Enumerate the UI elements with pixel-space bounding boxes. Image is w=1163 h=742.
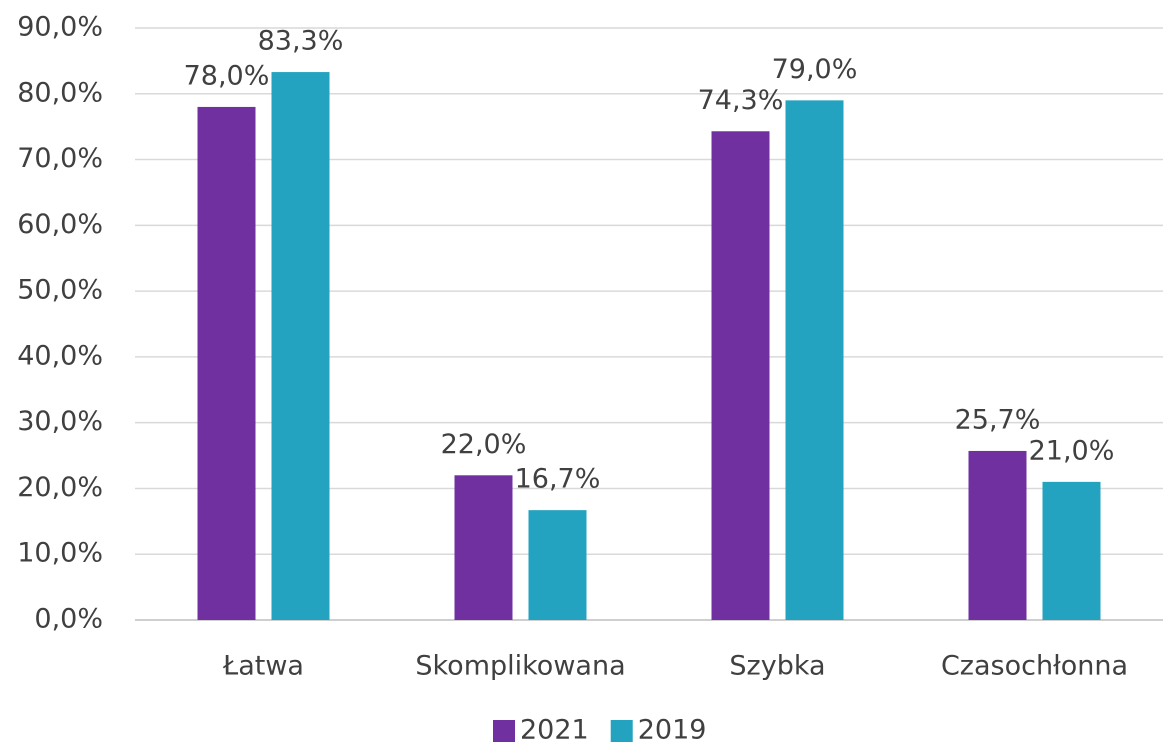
value-label: 79,0%	[772, 54, 858, 85]
value-label: 16,7%	[515, 464, 601, 495]
y-tick-label: 70,0%	[17, 143, 103, 174]
bar	[711, 131, 770, 620]
y-tick-label: 20,0%	[17, 472, 103, 503]
value-label: 78,0%	[184, 60, 270, 91]
value-label: 74,3%	[698, 85, 784, 116]
x-tick-label: Czasochłonna	[941, 651, 1128, 682]
legend-label: 2019	[638, 715, 707, 742]
y-tick-label: 90,0%	[17, 12, 103, 43]
legend-label: 2021	[520, 715, 589, 742]
bar	[1042, 481, 1101, 620]
bar	[528, 510, 587, 620]
value-label: 21,0%	[1029, 435, 1115, 466]
value-label: 83,3%	[258, 26, 344, 57]
bar	[968, 450, 1027, 620]
y-tick-label: 80,0%	[17, 77, 103, 108]
value-label: 25,7%	[955, 404, 1041, 435]
legend-swatch	[610, 720, 633, 742]
x-tick-label: Skomplikowana	[415, 651, 625, 682]
y-tick-label: 40,0%	[17, 340, 103, 371]
bar	[197, 106, 256, 620]
x-tick-label: Łatwa	[222, 651, 304, 682]
y-tick-label: 60,0%	[17, 209, 103, 240]
bar	[454, 475, 513, 620]
y-tick-label: 10,0%	[17, 538, 103, 569]
x-tick-label: Szybka	[729, 651, 825, 682]
value-label: 22,0%	[441, 429, 527, 460]
y-tick-label: 30,0%	[17, 406, 103, 437]
y-tick-label: 0,0%	[34, 604, 103, 635]
y-tick-label: 50,0%	[17, 275, 103, 306]
bar	[785, 100, 844, 621]
bar	[271, 72, 330, 621]
legend-swatch	[493, 720, 515, 742]
